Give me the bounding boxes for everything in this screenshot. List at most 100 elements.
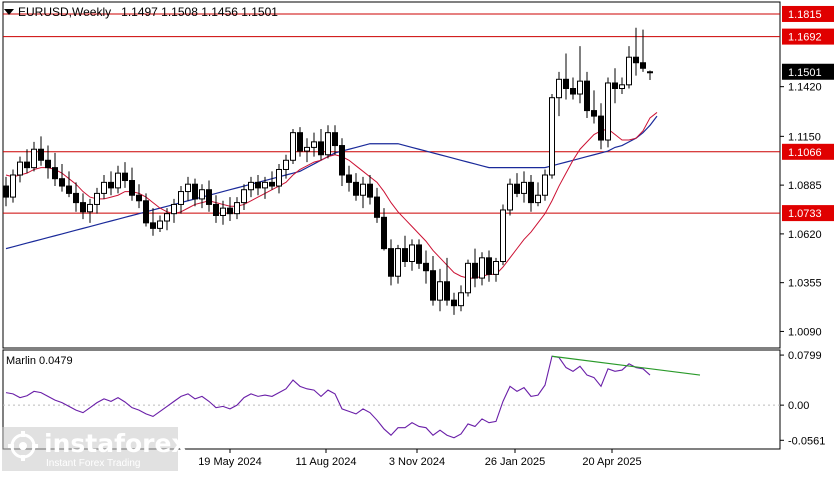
candle-body	[129, 180, 135, 196]
candle-body	[500, 209, 506, 262]
candle-body	[255, 181, 261, 189]
candle-body	[17, 161, 23, 176]
candle-body	[563, 78, 569, 90]
candle-body	[31, 148, 37, 169]
candle-body	[514, 183, 520, 194]
candle-body	[626, 56, 632, 86]
chart-title: EURUSD,Weekly 1.1497 1.1508 1.1456 1.150…	[4, 5, 278, 19]
candle-body	[297, 132, 303, 152]
marlin-oscillator-line	[5, 355, 651, 439]
candle-body	[38, 148, 44, 161]
candle-body	[640, 62, 646, 69]
candle-body	[577, 80, 583, 95]
candle-body	[262, 181, 268, 189]
candle-body	[290, 132, 296, 161]
candle-body	[416, 244, 422, 264]
candle-body	[619, 84, 625, 89]
candle-body	[3, 185, 9, 198]
candle-body	[80, 202, 86, 213]
candle-body	[549, 97, 555, 176]
candle-body	[360, 183, 366, 196]
candle-body	[570, 88, 576, 95]
indicator-label: Marlin 0.0479	[6, 355, 73, 367]
price-tick-label: 1.0620	[788, 229, 822, 241]
price-tick-label: 1.1420	[788, 82, 822, 94]
current-price-box	[782, 63, 834, 80]
oscillator-tick-label: 0.0799	[788, 350, 822, 362]
candle-body	[24, 161, 30, 169]
candle-body	[318, 141, 324, 156]
candle-body	[458, 292, 464, 307]
oscillator-tick-label: 0.00	[788, 400, 809, 412]
level-price-label: 1.1815	[788, 9, 822, 21]
candle-body	[283, 159, 289, 170]
candle-body	[521, 181, 527, 194]
candle-body	[115, 172, 121, 189]
candle-body	[430, 270, 436, 301]
candle-body	[633, 56, 639, 64]
candle-body	[402, 248, 408, 262]
candle-body	[535, 194, 541, 204]
candle-body	[227, 207, 233, 215]
candle-body	[220, 207, 226, 216]
candle-body	[199, 189, 205, 200]
candle-body	[143, 200, 149, 224]
level-price-label: 1.0733	[788, 208, 822, 220]
candle-body	[647, 71, 653, 74]
candle-body	[605, 82, 611, 141]
price-tick-label: 1.0885	[788, 180, 822, 192]
candle-body	[423, 262, 429, 272]
candle-body	[472, 262, 478, 279]
candle-body	[493, 261, 499, 275]
candle-body	[528, 181, 534, 204]
price-tick-label: 1.0090	[788, 326, 822, 338]
candle-body	[192, 183, 198, 200]
logo-brand-text: instaforex	[44, 429, 188, 458]
level-price-box	[782, 5, 834, 22]
level-price-box	[782, 205, 834, 222]
date-tick-label: 20 Apr 2025	[582, 456, 641, 468]
candle-body	[66, 185, 72, 194]
candle-body	[52, 167, 58, 180]
collapse-triangle-icon[interactable]	[4, 9, 14, 15]
candle-body	[304, 146, 310, 152]
price-tick-label: 1.1150	[788, 131, 821, 143]
candle-body	[87, 203, 93, 213]
candle-body	[444, 281, 450, 301]
candle-body	[598, 115, 604, 141]
candle-body	[10, 174, 16, 198]
candle-body	[311, 141, 317, 148]
candle-body	[122, 172, 128, 182]
candle-body	[178, 191, 184, 205]
candle-body	[556, 78, 562, 99]
candle-body	[353, 181, 359, 196]
oscillator-tick-label: -0.0561	[788, 435, 825, 447]
candle-body	[59, 178, 65, 187]
candle-body	[346, 174, 352, 183]
current-price-label: 1.1501	[788, 67, 822, 79]
candle-body	[465, 262, 471, 294]
candle-body	[612, 82, 618, 89]
candle-body	[395, 248, 401, 277]
candle-body	[269, 181, 275, 187]
price-tick-label: 1.0355	[788, 278, 822, 290]
candle-body	[584, 80, 590, 112]
level-price-label: 1.1066	[788, 147, 822, 159]
logo-mark-icon	[8, 431, 38, 461]
candle-body	[94, 192, 100, 205]
divergence-trend-line	[551, 355, 701, 376]
slow-moving-average-line	[5, 115, 658, 250]
candle-body	[388, 248, 394, 277]
candle-body	[185, 183, 191, 193]
candle-body	[45, 159, 51, 169]
candle-body	[451, 299, 457, 307]
level-price-label: 1.1692	[788, 32, 822, 44]
candle-body	[325, 132, 331, 156]
price-panel-frame	[2, 1, 781, 349]
candle-body	[136, 194, 142, 202]
candle-body	[171, 203, 177, 215]
candle-body	[486, 257, 492, 275]
candle-body	[381, 216, 387, 250]
indicator-panel-frame	[2, 349, 781, 450]
